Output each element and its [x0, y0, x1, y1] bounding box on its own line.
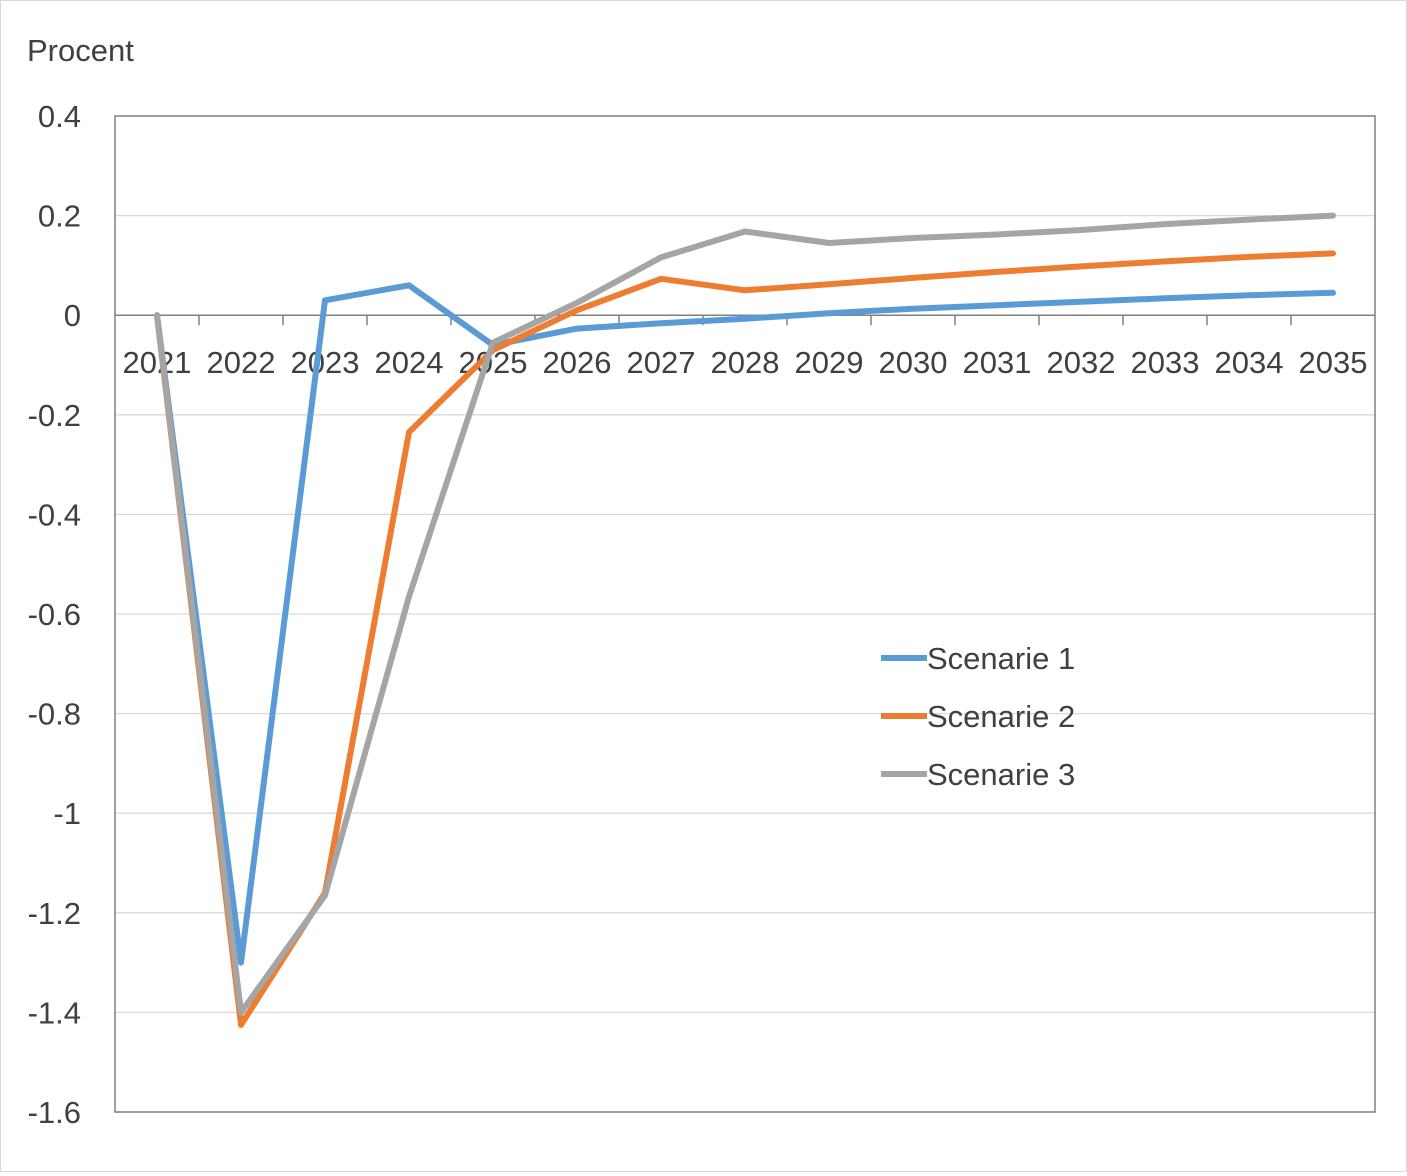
- x-tick-label: 2022: [207, 345, 276, 380]
- y-tick-label: -0.6: [28, 597, 81, 632]
- x-tick-label: 2034: [1215, 345, 1284, 380]
- x-tick-label: 2026: [543, 345, 612, 380]
- x-tick-label: 2024: [375, 345, 444, 380]
- x-tick-label: 2035: [1299, 345, 1368, 380]
- x-tick-label: 2027: [627, 345, 696, 380]
- x-tick-label: 2030: [879, 345, 948, 380]
- x-tick-label: 2028: [711, 345, 780, 380]
- series-line: [154, 250, 1336, 1028]
- y-tick-labels: 0.4 0.2 0 -0.2 -0.4 -0.6 -0.8 -1 -1.2 -1.4 -1.6: [28, 99, 81, 1130]
- legend-label: Scenarie 3: [927, 757, 1075, 792]
- y-tick-label: -1.2: [28, 896, 81, 931]
- y-tick-label: -0.8: [28, 697, 81, 732]
- x-tick-labels: 2021 2022 2023 2024 2025 2026 2027 2028 2029 2030…: [123, 345, 1368, 380]
- series-line: [154, 212, 1336, 1016]
- legend: Scenarie 1 Scenarie 2 Scenarie 3: [881, 641, 1075, 792]
- legend-label: Scenarie 1: [927, 641, 1075, 676]
- y-tick-label: 0: [64, 298, 81, 333]
- x-tick-label: 2023: [291, 345, 360, 380]
- y-tick-label: -1: [53, 796, 81, 831]
- y-tick-label: 0.4: [38, 99, 81, 134]
- gridlines: [115, 115, 1375, 1113]
- x-tick-label: 2031: [963, 345, 1032, 380]
- y-tick-label: 0.2: [38, 199, 81, 234]
- series-line: [154, 282, 1336, 966]
- x-tick-label: 2033: [1131, 345, 1200, 380]
- x-tick-label: 2032: [1047, 345, 1116, 380]
- y-tick-label: -0.2: [28, 398, 81, 433]
- legend-label: Scenarie 2: [927, 699, 1075, 734]
- y-tick-label: -1.6: [28, 1095, 81, 1130]
- x-tick-label: 2021: [123, 345, 192, 380]
- y-axis-unit-label: Procent: [27, 33, 134, 68]
- plot-area-border: [114, 115, 1376, 1113]
- y-tick-label: -0.4: [28, 497, 81, 532]
- series-lines: [154, 212, 1336, 1028]
- y-tick-label: -1.4: [28, 995, 81, 1030]
- x-tick-label: 2029: [795, 345, 864, 380]
